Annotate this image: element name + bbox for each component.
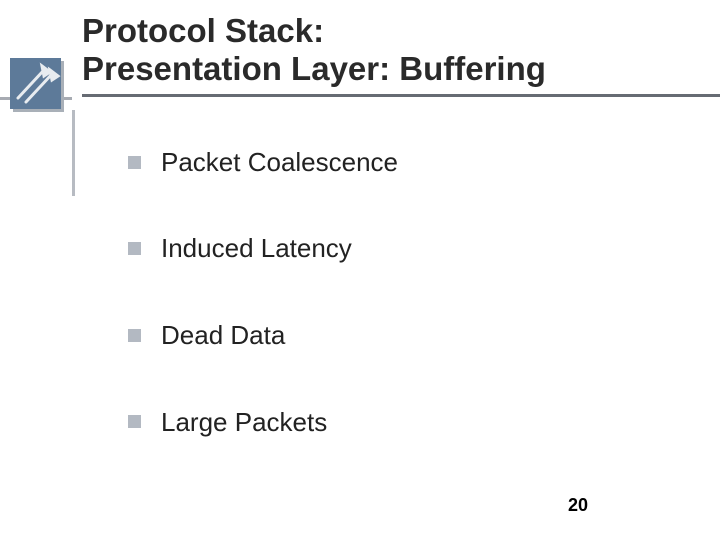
list-item: Packet Coalescence — [128, 148, 720, 177]
bullet-text: Induced Latency — [161, 234, 352, 263]
bullet-list: Packet Coalescence Induced Latency Dead … — [128, 148, 720, 436]
slide-logo-icon — [10, 58, 64, 112]
square-bullet-icon — [128, 156, 141, 169]
square-bullet-icon — [128, 242, 141, 255]
list-item: Induced Latency — [128, 234, 720, 263]
bullet-text: Dead Data — [161, 321, 285, 350]
header: Protocol Stack: Presentation Layer: Buff… — [0, 0, 720, 100]
bullet-text: Packet Coalescence — [161, 148, 398, 177]
list-item: Dead Data — [128, 321, 720, 350]
horizontal-rule — [0, 97, 720, 100]
page-number: 20 — [568, 495, 588, 516]
list-item: Large Packets — [128, 408, 720, 437]
square-bullet-icon — [128, 329, 141, 342]
bullet-text: Large Packets — [161, 408, 327, 437]
title-line-2: Presentation Layer: Buffering — [82, 50, 720, 88]
vertical-rule — [72, 110, 75, 196]
title-block: Protocol Stack: Presentation Layer: Buff… — [82, 12, 720, 97]
square-bullet-icon — [128, 415, 141, 428]
title-line-1: Protocol Stack: — [82, 12, 720, 50]
